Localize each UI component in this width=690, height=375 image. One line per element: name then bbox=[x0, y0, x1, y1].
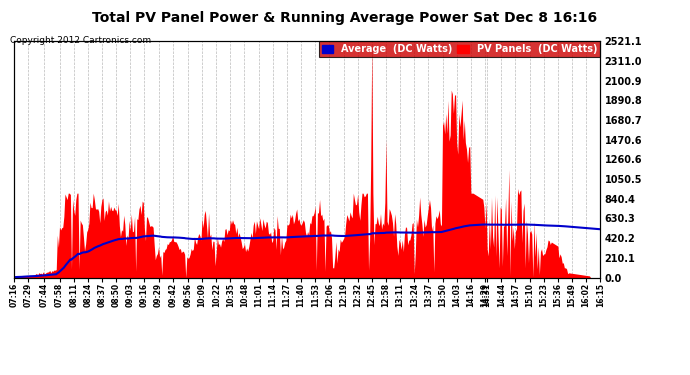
Text: Total PV Panel Power & Running Average Power Sat Dec 8 16:16: Total PV Panel Power & Running Average P… bbox=[92, 11, 598, 25]
Text: Copyright 2012 Cartronics.com: Copyright 2012 Cartronics.com bbox=[10, 36, 152, 45]
Legend: Average  (DC Watts), PV Panels  (DC Watts): Average (DC Watts), PV Panels (DC Watts) bbox=[319, 41, 600, 57]
